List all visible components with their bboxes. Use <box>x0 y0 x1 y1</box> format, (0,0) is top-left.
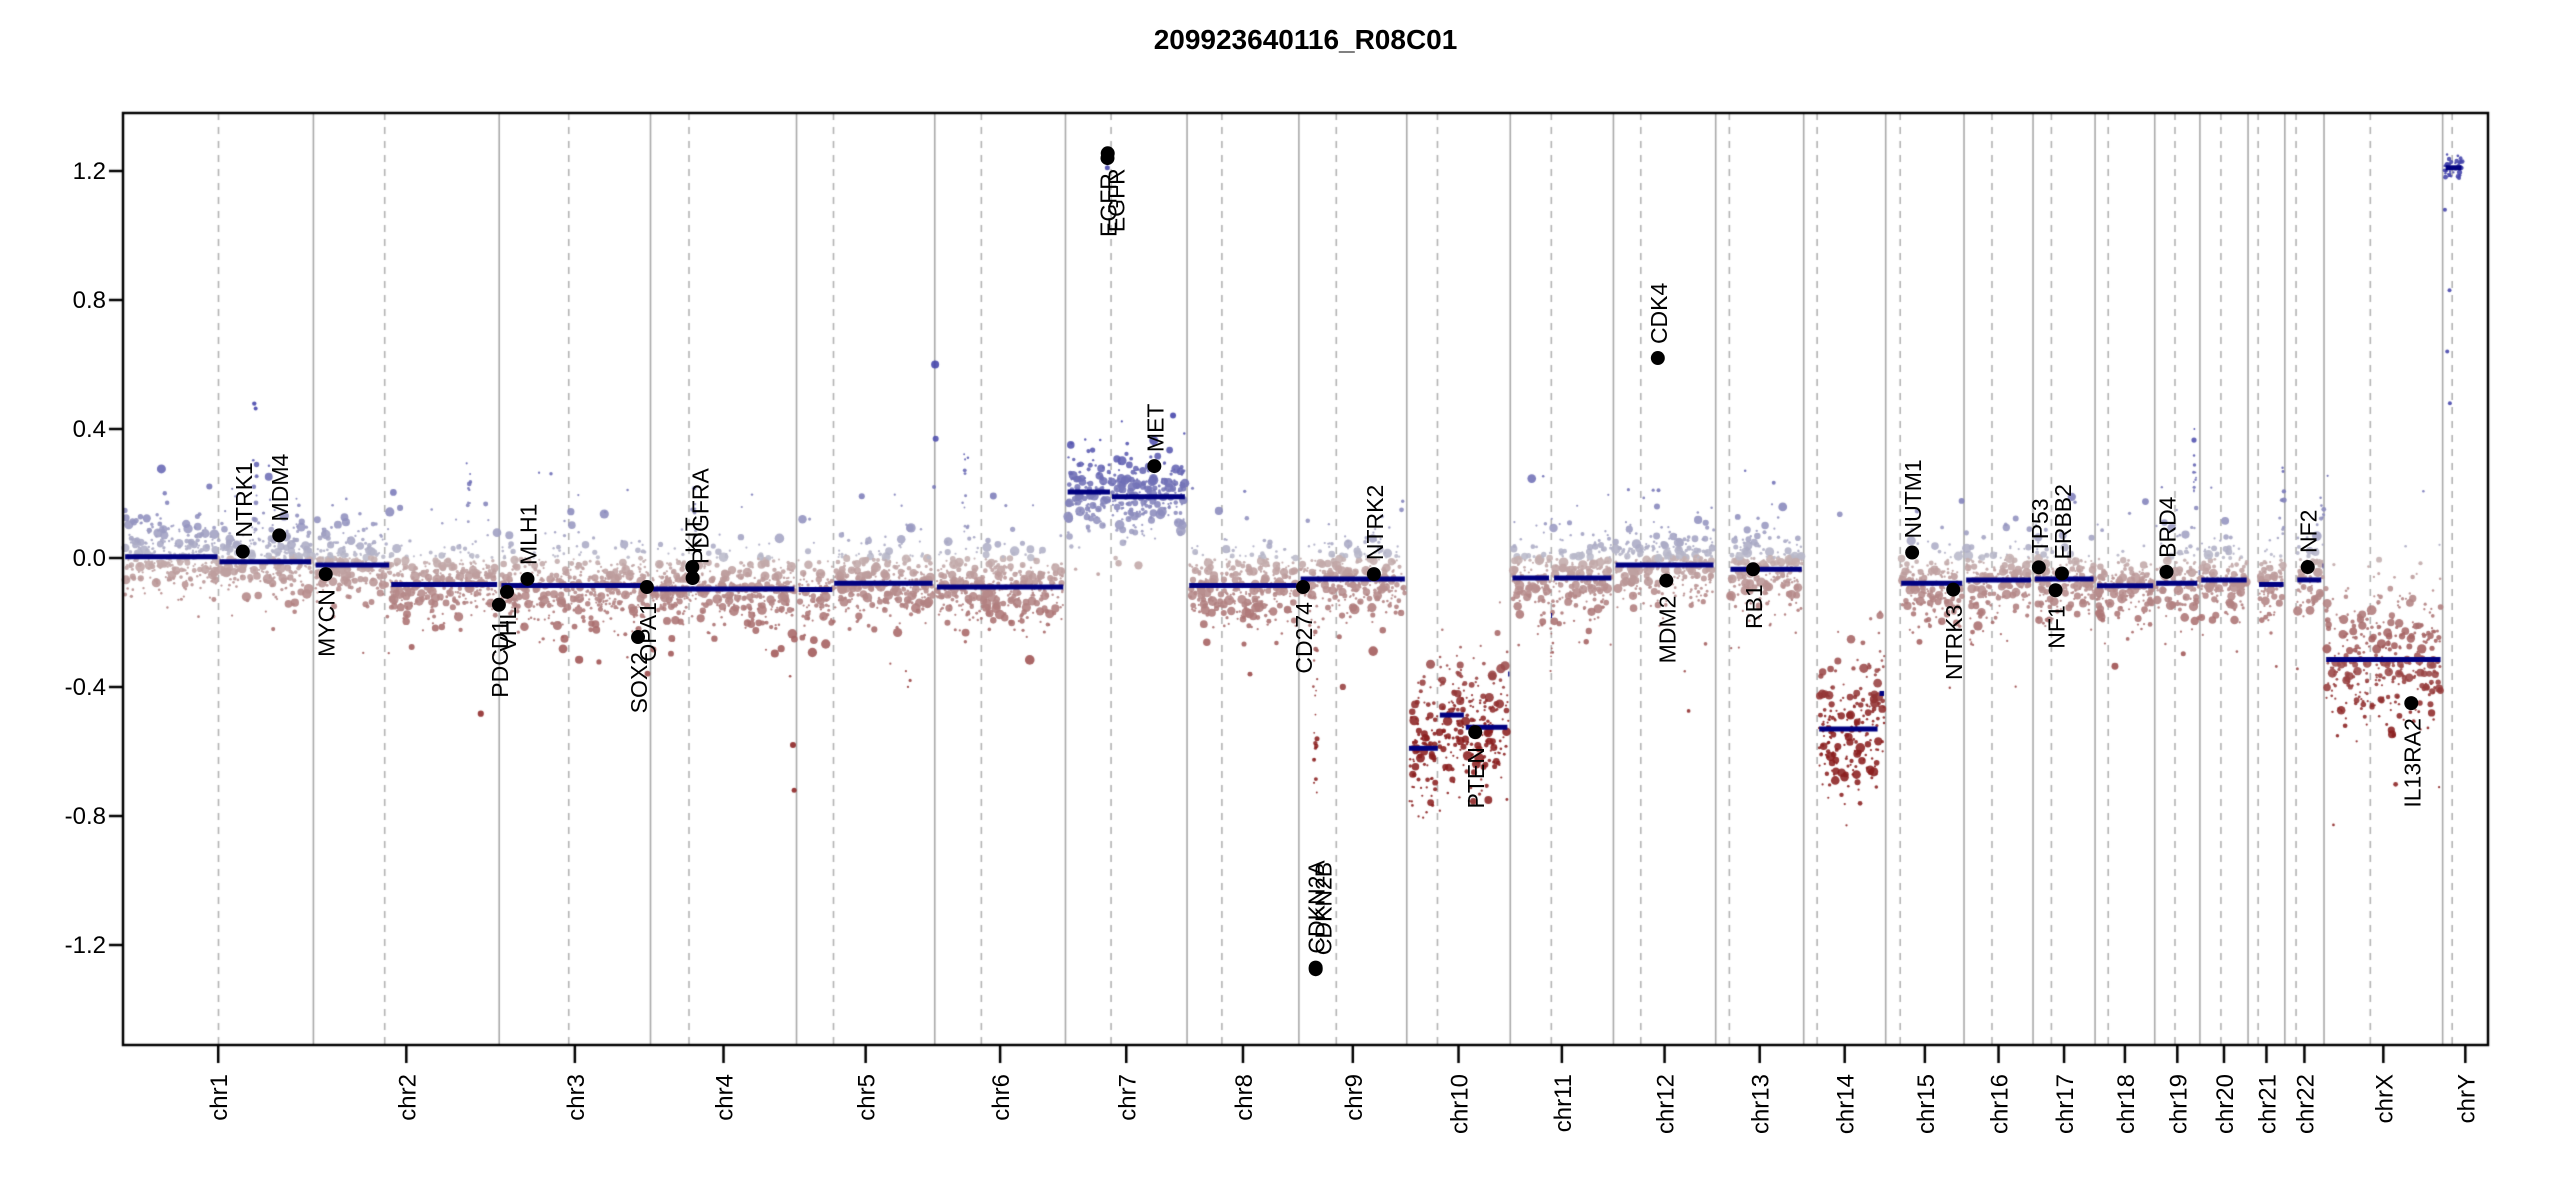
gene-marker-EGFR <box>1100 146 1115 161</box>
y-axis-label-1.2: 1.2 <box>73 158 106 185</box>
gene-label-CDKN2A: CDKN2A <box>1304 860 1330 954</box>
y-axis-label--0.8: -0.8 <box>65 803 106 830</box>
x-axis-label-chr1: chr1 <box>206 1074 233 1121</box>
x-axis-label-chr6: chr6 <box>988 1074 1015 1121</box>
gene-label-MLH1: MLH1 <box>515 504 541 565</box>
x-axis-label-chr16: chr16 <box>1987 1074 2014 1134</box>
gene-label-PDCD1: PDCD1 <box>487 620 513 698</box>
gene-label-PDGFRA: PDGFRA <box>688 467 714 564</box>
x-axis-label-chrY: chrY <box>2453 1074 2480 1123</box>
gene-label-EGFR: EGFR <box>1095 173 1121 237</box>
plot-title: 209923640116_R08C01 <box>1153 24 1458 55</box>
gene-label-TP53: TP53 <box>2027 498 2053 553</box>
gene-marker-ERBB2 <box>2054 566 2069 581</box>
x-axis-label-chr17: chr17 <box>2052 1074 2079 1134</box>
gene-label-EGFR: EGFR <box>1104 168 1130 232</box>
gene-label-CDK4: CDK4 <box>1646 282 1672 344</box>
x-axis-label-chr20: chr20 <box>2212 1074 2239 1134</box>
gene-marker-MET <box>1147 459 1162 474</box>
gene-label-MET: MET <box>1142 404 1168 453</box>
gene-label-CDKN2B: CDKN2B <box>1311 862 1337 955</box>
gene-marker-PTEN <box>1468 725 1483 740</box>
x-axis-label-chr13: chr13 <box>1748 1074 1775 1134</box>
gene-label-NF2: NF2 <box>2296 510 2322 553</box>
gene-label-VHL: VHL <box>495 607 521 652</box>
gene-marker-CDK4 <box>1650 351 1665 366</box>
gene-marker-VHL <box>500 584 515 599</box>
gene-label-OPA1: OPA1 <box>635 602 661 662</box>
x-axis-label-chrX: chrX <box>2371 1074 2398 1123</box>
gene-marker-TP53 <box>2031 560 2046 575</box>
gene-marker-PDCD1 <box>491 597 506 612</box>
gene-marker-PDGFRA <box>685 570 700 585</box>
gene-marker-NUTM1 <box>1905 545 1920 560</box>
gene-label-BRD4: BRD4 <box>2154 496 2180 558</box>
x-axis-label-chr11: chr11 <box>1550 1074 1577 1132</box>
gene-label-RB1: RB1 <box>1741 584 1767 629</box>
gene-marker-BRD4 <box>2159 564 2174 579</box>
gene-label-ERBB2: ERBB2 <box>2050 484 2076 559</box>
y-axis-label--0.4: -0.4 <box>65 674 106 701</box>
x-axis-label-chr7: chr7 <box>1114 1074 1141 1121</box>
x-axis-label-chr22: chr22 <box>2292 1074 2319 1134</box>
y-axis-label-0.4: 0.4 <box>73 416 106 443</box>
gene-label-MDM4: MDM4 <box>267 453 293 521</box>
gene-label-MDM2: MDM2 <box>1654 596 1680 664</box>
gene-label-MYCN: MYCN <box>314 589 340 657</box>
gene-marker-NF2 <box>2300 560 2315 575</box>
x-axis-label-chr12: chr12 <box>1653 1074 1680 1134</box>
gene-label-NUTM1: NUTM1 <box>1900 459 1926 538</box>
gene-label-NF1: NF1 <box>2044 605 2070 648</box>
x-axis-label-chr18: chr18 <box>2113 1074 2140 1134</box>
y-axis-label-0.8: 0.8 <box>73 287 106 314</box>
x-axis-label-chr14: chr14 <box>1833 1074 1860 1134</box>
gene-marker-OPA1 <box>639 580 654 595</box>
gene-marker-CDKN2B <box>1308 962 1323 977</box>
gene-label-KIT: KIT <box>680 517 706 553</box>
gene-marker-NTRK3 <box>1946 582 1961 597</box>
x-axis-label-chr5: chr5 <box>854 1074 881 1121</box>
y-axis-label-0.0: 0.0 <box>73 545 106 572</box>
gene-label-CD274: CD274 <box>1291 602 1317 674</box>
gene-label-IL13RA2: IL13RA2 <box>2399 718 2425 808</box>
x-axis-label-chr19: chr19 <box>2165 1074 2192 1134</box>
x-axis-label-chr15: chr15 <box>1913 1074 1940 1134</box>
gene-label-NTRK2: NTRK2 <box>1362 485 1388 560</box>
gene-marker-NTRK1 <box>235 544 250 559</box>
gene-marker-MYCN <box>318 567 333 582</box>
gene-marker-NF1 <box>2048 583 2063 598</box>
gene-marker-SOX2 <box>631 630 646 645</box>
x-axis-label-chr8: chr8 <box>1231 1074 1258 1121</box>
gene-marker-KIT <box>685 560 700 575</box>
gene-label-SOX2: SOX2 <box>626 652 652 713</box>
x-axis-label-chr9: chr9 <box>1341 1074 1368 1121</box>
x-axis-label-chr4: chr4 <box>712 1074 739 1121</box>
x-axis-label-chr10: chr10 <box>1447 1074 1474 1134</box>
gene-marker-MDM4 <box>272 528 287 543</box>
gene-marker-MDM2 <box>1659 573 1674 588</box>
gene-label-NTRK3: NTRK3 <box>1941 605 1967 680</box>
gene-marker-IL13RA2 <box>2404 696 2419 711</box>
gene-marker-RB1 <box>1746 562 1761 577</box>
y-axis-label--1.2: -1.2 <box>65 932 106 959</box>
gene-label-NTRK1: NTRK1 <box>231 462 257 537</box>
gene-marker-CD274 <box>1296 580 1311 595</box>
x-axis-label-chr21: chr21 <box>2254 1074 2281 1134</box>
gene-marker-NTRK2 <box>1366 567 1381 582</box>
x-axis-label-chr3: chr3 <box>563 1074 590 1121</box>
gene-marker-MLH1 <box>520 571 535 586</box>
x-axis-label-chr2: chr2 <box>394 1074 421 1121</box>
gene-label-PTEN: PTEN <box>1463 747 1489 808</box>
